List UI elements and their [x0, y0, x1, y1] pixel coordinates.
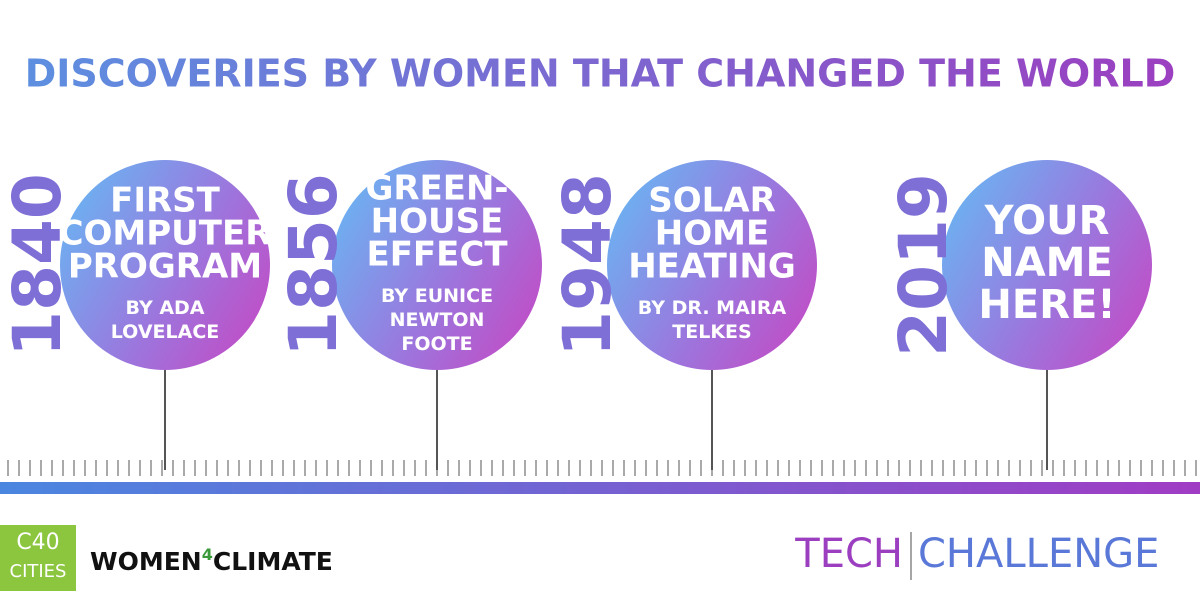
- item-by: LOVELACE: [111, 321, 220, 343]
- year: 1840: [0, 173, 76, 357]
- w4c-mid: 4: [202, 545, 213, 564]
- w4c-left: WOMEN: [90, 547, 202, 576]
- item-title: HEATING: [628, 247, 796, 287]
- item-title: EFFECT: [366, 235, 508, 275]
- c40-logo: [0, 525, 76, 591]
- item-title: HERE!: [978, 282, 1115, 328]
- circle: [607, 160, 817, 370]
- item-title: FIRST: [110, 181, 221, 221]
- c40-top: C40: [16, 530, 59, 555]
- item-title: GREEN-: [365, 169, 508, 209]
- year: 1856: [275, 173, 352, 357]
- tech: TECH: [794, 531, 903, 577]
- circle: [942, 160, 1152, 370]
- circle: [60, 160, 270, 370]
- timeline-bar: [0, 482, 1200, 494]
- item-by: BY EUNICE: [381, 285, 493, 307]
- item-by: TELKES: [672, 321, 751, 343]
- c40-bottom: CITIES: [10, 561, 67, 582]
- item-by: NEWTON: [390, 309, 485, 331]
- item-by: BY ADA: [126, 297, 205, 319]
- title: DISCOVERIES BY WOMEN THAT CHANGED THE WO…: [25, 52, 1176, 96]
- item-title: PROGRAM: [68, 247, 262, 287]
- w4c-right: CLIMATE: [213, 547, 333, 576]
- year: 2019: [885, 173, 962, 357]
- challenge: CHALLENGE: [918, 531, 1159, 577]
- w4c-logo: WOMEN4CLIMATE: [90, 545, 333, 577]
- circle: [332, 160, 542, 370]
- year: 1948: [549, 173, 626, 357]
- item-title: NAME: [981, 240, 1113, 286]
- item-title: YOUR: [984, 198, 1110, 244]
- item-title: SOLAR: [648, 181, 776, 221]
- item-title: COMPUTER: [59, 214, 272, 254]
- item-by: BY DR. MAIRA: [638, 297, 787, 319]
- item-by: FOOTE: [401, 333, 472, 355]
- item-title: HOUSE: [371, 202, 504, 242]
- item-title: HOME: [655, 214, 769, 254]
